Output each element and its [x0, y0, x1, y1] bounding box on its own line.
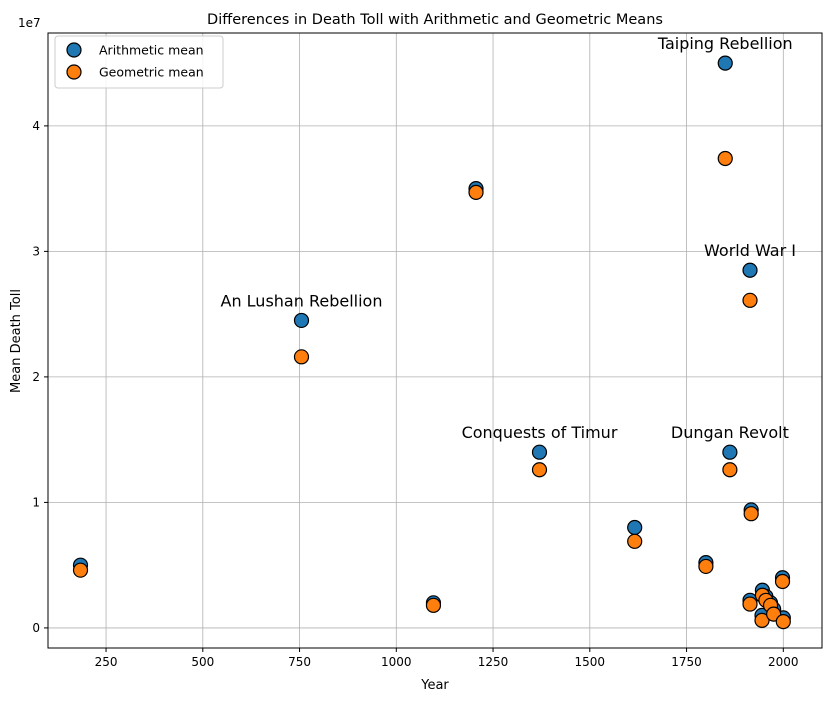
geometric-mean-point [72, 562, 89, 578]
y-axis-label: Mean Death Toll [9, 289, 24, 393]
y-tick-label: 2 [32, 370, 40, 384]
y-tick-label: 4 [32, 119, 40, 133]
geometric-mean-point [293, 349, 310, 365]
arithmetic-mean-point [293, 312, 310, 329]
arithmetic-mean-point [722, 444, 738, 460]
geometric-mean-point [774, 573, 791, 590]
point-annotation-label: Dungan Revolt [671, 423, 789, 442]
plot-frame [47, 32, 823, 649]
legend-label-geometric: Geometric mean [99, 65, 204, 80]
y-axis-offset-text: 1e7 [18, 16, 41, 30]
x-tick-label: 1750 [671, 655, 702, 669]
geometric-mean-point [742, 596, 758, 612]
geometric-mean-point [717, 150, 733, 167]
geometric-mean-point [722, 462, 738, 478]
x-tick-label: 500 [191, 655, 214, 669]
data-points [72, 55, 791, 630]
geometric-mean-point [775, 614, 791, 630]
y-tick-label: 3 [32, 244, 40, 258]
geometric-mean-point [425, 597, 442, 613]
x-axis-label: Year [420, 678, 449, 693]
geometric-mean-point [754, 612, 770, 628]
x-tick-label: 750 [288, 655, 311, 669]
arithmetic-mean-point [742, 262, 758, 278]
point-annotations: Taiping Rebellion World War I An Lushan Re… [221, 34, 796, 442]
geometric-mean-point [743, 506, 759, 522]
arithmetic-mean-point [717, 55, 733, 71]
geometric-mean-point [742, 292, 758, 308]
x-tick-label: 1250 [478, 655, 509, 669]
legend: Arithmetic mean Geometric mean [54, 35, 224, 89]
legend-marker-geometric [66, 64, 82, 80]
point-annotation-label: World War I [704, 241, 796, 260]
geometric-mean-point [698, 558, 714, 575]
geometric-mean-point [468, 184, 484, 200]
x-tick-label: 2000 [768, 655, 799, 669]
geometric-mean-point [531, 462, 548, 478]
grid-lines [48, 33, 822, 648]
arithmetic-mean-point [531, 444, 548, 460]
x-tick-label: 1500 [575, 655, 606, 669]
legend-box [54, 35, 224, 89]
point-annotation-label: Conquests of Timur [462, 423, 618, 442]
point-annotation-label: An Lushan Rebellion [221, 291, 383, 310]
x-tick-label: 1000 [381, 655, 412, 669]
arithmetic-mean-point [627, 519, 643, 536]
legend-marker-arithmetic [66, 42, 82, 58]
y-tick-label: 0 [32, 621, 40, 635]
chart-title: Differences in Death Toll with Arithmeti… [207, 12, 663, 28]
x-tick-label: 250 [95, 655, 118, 669]
geometric-mean-point [627, 533, 643, 549]
y-tick-label: 1 [32, 495, 40, 509]
axis-ticks: 250 500 750 1000 1250 1500 1750 2000 0 1 2 3 4 [32, 119, 798, 669]
point-annotation-label: Taiping Rebellion [657, 34, 793, 53]
legend-label-arithmetic: Arithmetic mean [99, 43, 204, 58]
plot-area: 250 500 750 1000 1250 1500 1750 2000 0 1 2 3 4 Taipi… [32, 32, 823, 669]
